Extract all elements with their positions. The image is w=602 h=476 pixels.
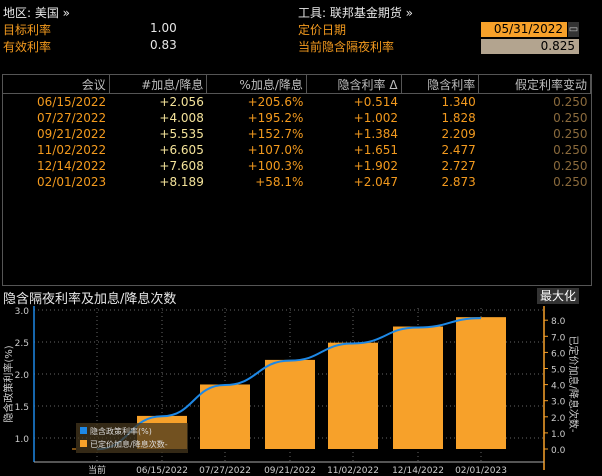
effective-rate-label: 有效利率 (3, 40, 52, 54)
x-tick-label: 07/27/2022 (199, 466, 251, 476)
table-cell: 07/27/2022 (37, 111, 107, 125)
table-cell: 09/21/2022 (37, 127, 107, 141)
x-tick-label: 当前 (88, 464, 106, 476)
column-header[interactable]: 假定利率变动 (478, 75, 591, 94)
y-tick-label: 2.0 (15, 371, 30, 381)
table-cell: +58.1% (255, 175, 304, 189)
y2-tick-label: 3.0 (551, 398, 566, 408)
meetings-table-frame (2, 74, 592, 286)
y2-tick-label: 7.0 (551, 333, 566, 343)
y2-tick-label: 2.0 (551, 414, 566, 424)
column-header[interactable]: 会议 (3, 75, 110, 94)
bar (393, 326, 443, 449)
rate-chart: 1.0 1.5 2.0 2.5 3.0 0.0 1.0 2.0 3.0 4.0 5.0 6.0 7.0 8… (2, 306, 580, 476)
pricing-date-label: 定价日期 (298, 23, 347, 37)
y-tick-label: 1.0 (15, 435, 30, 445)
table-row[interactable]: 11/02/2022 +6.605 +107.0% +1.651 2.477 0.250 (3, 142, 591, 158)
pricing-date-input[interactable]: 05/31/2022 (481, 22, 567, 37)
table-row[interactable]: 09/21/2022 +5.535 +152.7% +1.384 2.209 0.250 (3, 126, 591, 142)
table-cell: 2.873 (441, 175, 476, 189)
table-cell: +152.7% (247, 127, 304, 141)
table-cell: +1.651 (353, 143, 399, 157)
y2-axis-title: 已定价加息/降息次数- (567, 336, 580, 433)
x-tick-label: 02/01/2023 (455, 466, 507, 476)
target-rate-value: 1.00 (150, 21, 177, 35)
table-cell: 0.250 (553, 143, 588, 157)
table-cell: +4.008 (159, 111, 204, 125)
table-cell: +2.047 (353, 175, 399, 189)
table-cell: +1.384 (353, 127, 399, 141)
table-cell: 2.209 (441, 127, 476, 141)
table-row[interactable]: 02/01/2023 +8.189 +58.1% +2.047 2.873 0.250 (3, 174, 591, 190)
table-cell: 2.477 (441, 143, 476, 157)
x-tick-label: 11/02/2022 (327, 466, 379, 476)
bar (265, 359, 315, 449)
table-cell: +7.608 (159, 159, 204, 173)
meetings-table: 会议 #加息/降息 %加息/降息 隐含利率 Δ 隐含利率 假定利率变动 06/15/202… (3, 75, 591, 190)
x-tick-label: 09/21/2022 (264, 466, 316, 476)
target-rate-label: 目标利率 (3, 23, 52, 37)
table-cell: 0.250 (553, 127, 588, 141)
y2-tick-label: 6.0 (551, 349, 566, 359)
table-cell: 11/02/2022 (37, 143, 107, 157)
y-tick-label: 2.5 (15, 339, 29, 349)
table-cell: +5.535 (159, 127, 204, 141)
legend-swatch-bar (80, 440, 87, 447)
y-tick-label: 3.0 (15, 307, 30, 317)
table-cell: +6.605 (159, 143, 204, 157)
y2-tick-label: 1.0 (551, 430, 566, 440)
x-tick-label: 12/14/2022 (392, 466, 444, 476)
table-row[interactable]: 12/14/2022 +7.608 +100.3% +1.902 2.727 0.250 (3, 158, 591, 174)
table-cell: +100.3% (247, 159, 304, 173)
table-cell: 06/15/2022 (37, 95, 107, 109)
legend-label: 隐含政策利率(%) (90, 426, 152, 436)
table-cell: 0.250 (553, 159, 588, 173)
table-cell: 02/01/2023 (37, 175, 107, 189)
y2-tick-label: 4.0 (551, 382, 566, 392)
table-cell: 2.727 (441, 159, 476, 173)
bar (200, 384, 250, 449)
legend (76, 423, 188, 453)
implied-overnight-value: 0.825 (481, 39, 579, 54)
y2-tick-label: 0.0 (551, 446, 566, 456)
column-header[interactable]: 隐含利率 (401, 75, 480, 94)
table-cell: 12/14/2022 (37, 159, 107, 173)
table-row[interactable]: 07/27/2022 +4.008 +195.2% +1.002 1.828 0.250 (3, 110, 591, 126)
table-cell: 1.828 (441, 111, 476, 125)
table-cell: 0.250 (553, 95, 588, 109)
table-cell: 0.250 (553, 175, 588, 189)
implied-overnight-label: 当前隐含隔夜利率 (298, 40, 395, 54)
table-header-row: 会议 #加息/降息 %加息/降息 隐含利率 Δ 隐含利率 假定利率变动 (3, 75, 591, 94)
chart-title: 隐含隔夜利率及加息/降息次数 (3, 292, 177, 307)
bar (456, 317, 506, 449)
calendar-icon[interactable]: ▭ (568, 22, 579, 37)
instrument-selector[interactable]: 工具: 联邦基金期货 » (298, 6, 414, 20)
legend-label: 已定价加息/降息次数- (90, 439, 168, 449)
table-cell: +2.056 (159, 95, 204, 109)
table-cell: +205.6% (247, 95, 304, 109)
column-header[interactable]: %加息/降息 (206, 75, 307, 94)
effective-rate-value: 0.83 (150, 38, 177, 52)
y2-tick-label: 5.0 (551, 366, 566, 376)
y2-tick-label: 8.0 (551, 317, 566, 327)
table-row[interactable]: 06/15/2022 +2.056 +205.6% +0.514 1.340 0.250 (3, 94, 591, 111)
table-cell: +1.902 (353, 159, 399, 173)
table-cell: +0.514 (353, 95, 399, 109)
table-cell: +1.002 (353, 111, 399, 125)
table-cell: +107.0% (247, 143, 304, 157)
y-tick-label: 1.5 (15, 403, 29, 413)
y-axis-title: 隐含政策利率(%) (2, 345, 15, 422)
column-header[interactable]: #加息/降息 (109, 75, 208, 94)
table-cell: +195.2% (247, 111, 304, 125)
bar (328, 342, 378, 449)
table-cell: 1.340 (441, 95, 476, 109)
table-cell: 0.250 (553, 111, 588, 125)
legend-swatch-line (80, 427, 87, 434)
column-header[interactable]: 隐含利率 Δ (306, 75, 402, 94)
table-cell: +8.189 (159, 175, 204, 189)
region-selector[interactable]: 地区: 美国 » (3, 6, 71, 20)
x-tick-label: 06/15/2022 (136, 466, 188, 476)
maximize-button[interactable]: 最大化 (537, 288, 579, 304)
